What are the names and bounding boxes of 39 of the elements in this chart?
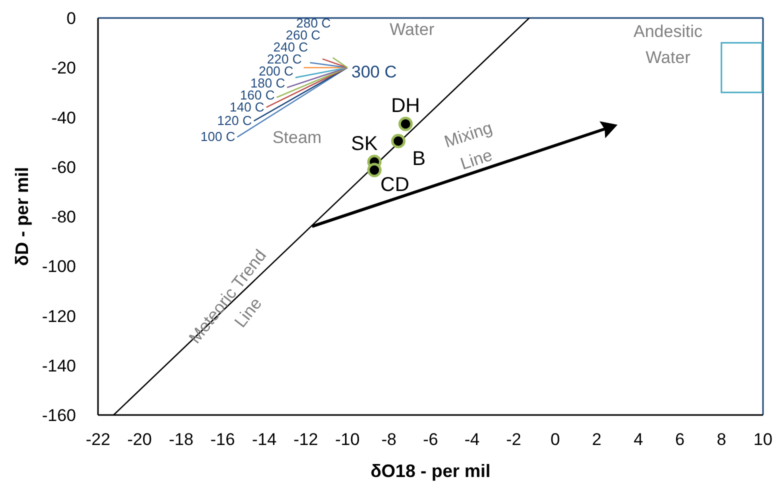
annotation: Steam [272, 128, 322, 147]
y-axis-title: δD - per mil [12, 167, 32, 266]
annotation: B [412, 148, 426, 170]
annotation: CD [380, 174, 410, 196]
y-tick-label: -100 [42, 257, 76, 276]
y-tick-label: -160 [42, 406, 76, 425]
x-tick-label: -18 [168, 430, 194, 449]
x-tick-label: 8 [716, 430, 726, 449]
x-tick-label: 10 [754, 430, 772, 449]
annotation: Mixing Line [442, 118, 495, 174]
x-tick-label: -6 [422, 430, 438, 449]
x-tick-label: 6 [675, 430, 685, 449]
x-tick-label: -20 [127, 430, 152, 449]
x-tick-label: -10 [335, 430, 360, 449]
annotation: DH [391, 94, 420, 117]
y-tick-label: -140 [42, 356, 76, 376]
y-tick-label: -40 [51, 108, 76, 128]
x-tick-label: 2 [592, 430, 602, 449]
annotation: Water [390, 20, 435, 39]
annotation: Andesitic Water [634, 22, 703, 67]
x-tick-label: 0 [550, 430, 560, 449]
series-label: 120 C [217, 112, 252, 128]
annotation: SK [351, 132, 378, 155]
y-tick-label: -120 [42, 306, 76, 326]
x-tick-label: -16 [210, 430, 235, 449]
series-label: 100 C [200, 129, 236, 144]
x-tick-label: -14 [252, 430, 277, 449]
x-tick-label: -22 [86, 430, 110, 449]
annotation: 300 C [351, 62, 397, 82]
x-tick-label: -8 [381, 430, 396, 449]
y-tick-label: -20 [51, 58, 76, 78]
y-tick-label: 0 [66, 9, 76, 28]
x-axis-title: δO18 - per mil [370, 461, 490, 481]
y-tick-label: -80 [51, 208, 76, 226]
x-tick-label: 4 [634, 430, 644, 449]
y-tick-label: -60 [51, 158, 76, 177]
x-tick-label: -12 [294, 430, 318, 449]
x-tick-label: -2 [506, 430, 522, 449]
x-tick-label: -4 [464, 430, 480, 449]
